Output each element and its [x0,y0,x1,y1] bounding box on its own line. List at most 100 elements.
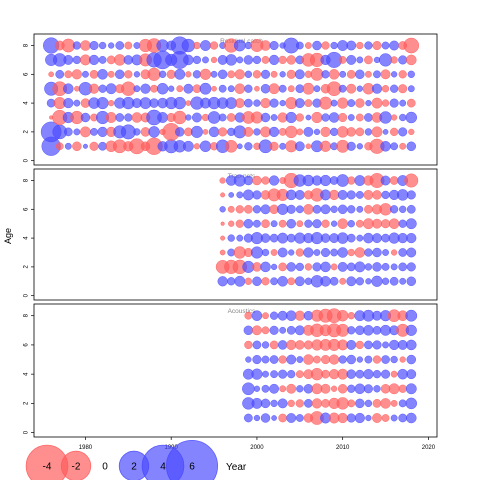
residual-bubble [251,310,263,321]
residual-bubble [250,246,263,259]
residual-bubble [346,340,357,350]
residual-bubble [226,113,236,122]
residual-bubble [98,84,107,93]
residual-bubble [372,262,382,272]
residual-bubble [199,82,212,95]
residual-bubble [296,356,304,363]
residual-bubble [320,261,331,273]
residual-bubble [210,56,218,64]
residual-bubble [286,55,296,65]
residual-bubble [228,192,235,198]
residual-bubble [398,248,408,257]
residual-bubble [260,261,271,273]
residual-bubble [192,70,202,79]
x-tick-label: 2020 [422,445,436,451]
residual-bubble [253,219,261,228]
residual-bubble [406,339,417,351]
residual-bubble [148,126,160,138]
residual-bubble [96,97,109,110]
residual-bubble [379,111,392,124]
residual-bubble [398,413,408,423]
residual-bubble [337,412,348,424]
residual-bubble [398,399,407,408]
residual-bubble [72,41,82,50]
y-tick-label: 6 [24,207,30,211]
residual-bubble [108,42,115,49]
residual-bubble [260,112,271,123]
residual-bubble [330,205,338,213]
residual-bubble [218,84,227,93]
residual-bubble [115,69,125,80]
residual-bubble [336,232,349,244]
residual-bubble [347,312,355,320]
residual-bubble [270,370,279,379]
residual-bubble [355,219,364,228]
y-tick-label: 0 [24,158,30,162]
residual-bubble [294,141,305,152]
residual-bubble [270,70,278,78]
residual-bubble [355,127,365,137]
residual-bubble [337,384,348,394]
residual-bubble [380,324,391,336]
residual-bubble [269,325,279,335]
legend-label: 0 [102,462,108,473]
residual-bubble [251,397,263,409]
residual-bubble [261,219,270,229]
residual-bubble [336,397,349,410]
residual-bubble [363,369,374,380]
residual-bubble [260,204,271,215]
residual-bubble [295,205,304,214]
residual-bubble [346,233,356,243]
residual-bubble [399,99,407,107]
residual-bubble [330,263,338,271]
residual-bubble [320,383,331,394]
residual-bubble [399,113,407,122]
residual-bubble [330,220,338,227]
residual-bubble [312,204,322,214]
residual-bubble [356,234,364,242]
residual-bubble [80,40,91,51]
residual-bubble [181,38,196,53]
residual-bubble [269,311,279,320]
residual-bubble [166,69,176,79]
residual-bubble [321,219,330,228]
residual-bubble [207,111,221,124]
residual-bubble [313,355,321,364]
residual-bubble [399,277,407,285]
residual-bubble [406,232,417,244]
residual-bubble [303,247,314,258]
residual-bubble [268,54,280,66]
residual-bubble [140,83,151,94]
y-tick-label: 2 [24,130,30,134]
residual-bubble [286,339,297,351]
residual-bubble [286,262,296,272]
residual-bubble [209,41,219,50]
residual-bubble [133,128,141,136]
residual-bubble [346,369,356,379]
residual-bubble [220,192,226,198]
residual-bubble [260,40,271,51]
residual-bubble [277,247,288,258]
residual-bubble [252,276,262,287]
y-tick-label: 2 [24,265,30,269]
residual-bubble [355,340,364,350]
residual-bubble [73,99,81,107]
residual-bubble [407,85,415,93]
residual-bubble [364,248,373,257]
residual-bubble [296,128,304,136]
residual-bubble [346,141,356,151]
residual-bubble [346,83,357,94]
residual-bubble [355,277,364,286]
residual-bubble [199,140,212,153]
residual-bubble [381,262,390,271]
residual-bubble [312,40,322,51]
y-tick-label: 4 [24,372,30,376]
residual-bubble [363,384,373,394]
residual-bubble [356,205,364,213]
residual-bubble [312,219,322,229]
residual-bubble [243,126,254,137]
residual-bubble [336,174,350,187]
residual-bubble [268,83,280,95]
residual-bubble [312,262,322,272]
residual-bubble [252,354,262,365]
